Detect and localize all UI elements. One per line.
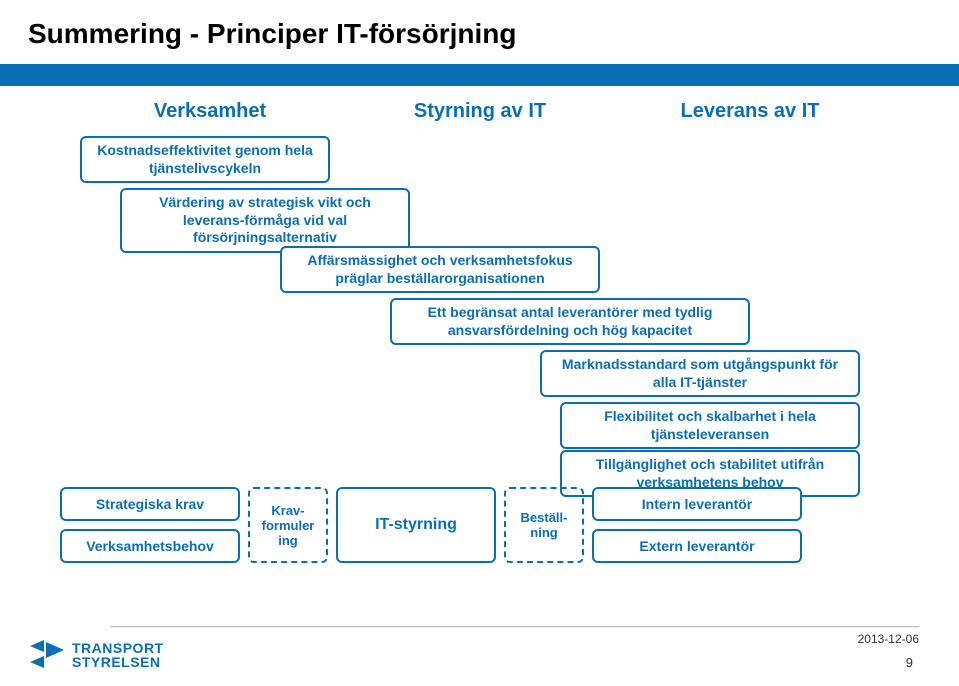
col-header-verksamhet: Verksamhet xyxy=(80,100,340,123)
principle-box-0: Kostnadseffektivitet genom hela tjänstel… xyxy=(80,136,330,183)
principle-box-1: Värdering av strategisk vikt och leveran… xyxy=(120,188,410,253)
footer-divider xyxy=(110,626,919,628)
flow-box-intern-leverantor: Intern leverantör xyxy=(592,487,802,521)
principle-box-5: Flexibilitet och skalbarhet i hela tjäns… xyxy=(560,402,860,449)
flow-box-it-styrning: IT-styrning xyxy=(336,487,496,563)
col-header-styrning: Styrning av IT xyxy=(350,100,610,123)
flow-box-verksamhetsbehov: Verksamhetsbehov xyxy=(60,529,240,563)
footer-page-number: 9 xyxy=(906,655,913,670)
flow-box-strategiska-krav: Strategiska krav xyxy=(60,487,240,521)
logo-text-block: TRANSPORT STYRELSEN xyxy=(72,641,164,669)
flow-box-bestallning: Beställ-ning xyxy=(504,487,584,563)
footer-date: 2013-12-06 xyxy=(858,632,919,646)
slide-title: Summering - Principer IT-försörjning xyxy=(28,18,517,50)
logo-icon xyxy=(30,640,64,670)
flow-left-stack: Strategiska krav Verksamhetsbehov xyxy=(60,487,240,563)
header-accent-bar xyxy=(0,64,959,86)
principle-box-3: Ett begränsat antal leverantörer med tyd… xyxy=(390,298,750,345)
principle-box-2: Affärsmässighet och verksamhetsfokus prä… xyxy=(280,246,600,293)
column-headers: Verksamhet Styrning av IT Leverans av IT xyxy=(80,100,880,123)
flow-row: Strategiska krav Verksamhetsbehov Krav-f… xyxy=(60,480,899,570)
principle-box-4: Marknadsstandard som utgångspunkt för al… xyxy=(540,350,860,397)
flow-box-extern-leverantor: Extern leverantör xyxy=(592,529,802,563)
logo-line1: TRANSPORT xyxy=(72,641,164,655)
flow-box-kravformulering: Krav-formuler ing xyxy=(248,487,328,563)
flow-right-stack: Intern leverantör Extern leverantör xyxy=(592,487,802,563)
logo: TRANSPORT STYRELSEN xyxy=(30,640,164,670)
col-header-leverans: Leverans av IT xyxy=(620,100,880,123)
logo-line2: STYRELSEN xyxy=(72,655,164,669)
